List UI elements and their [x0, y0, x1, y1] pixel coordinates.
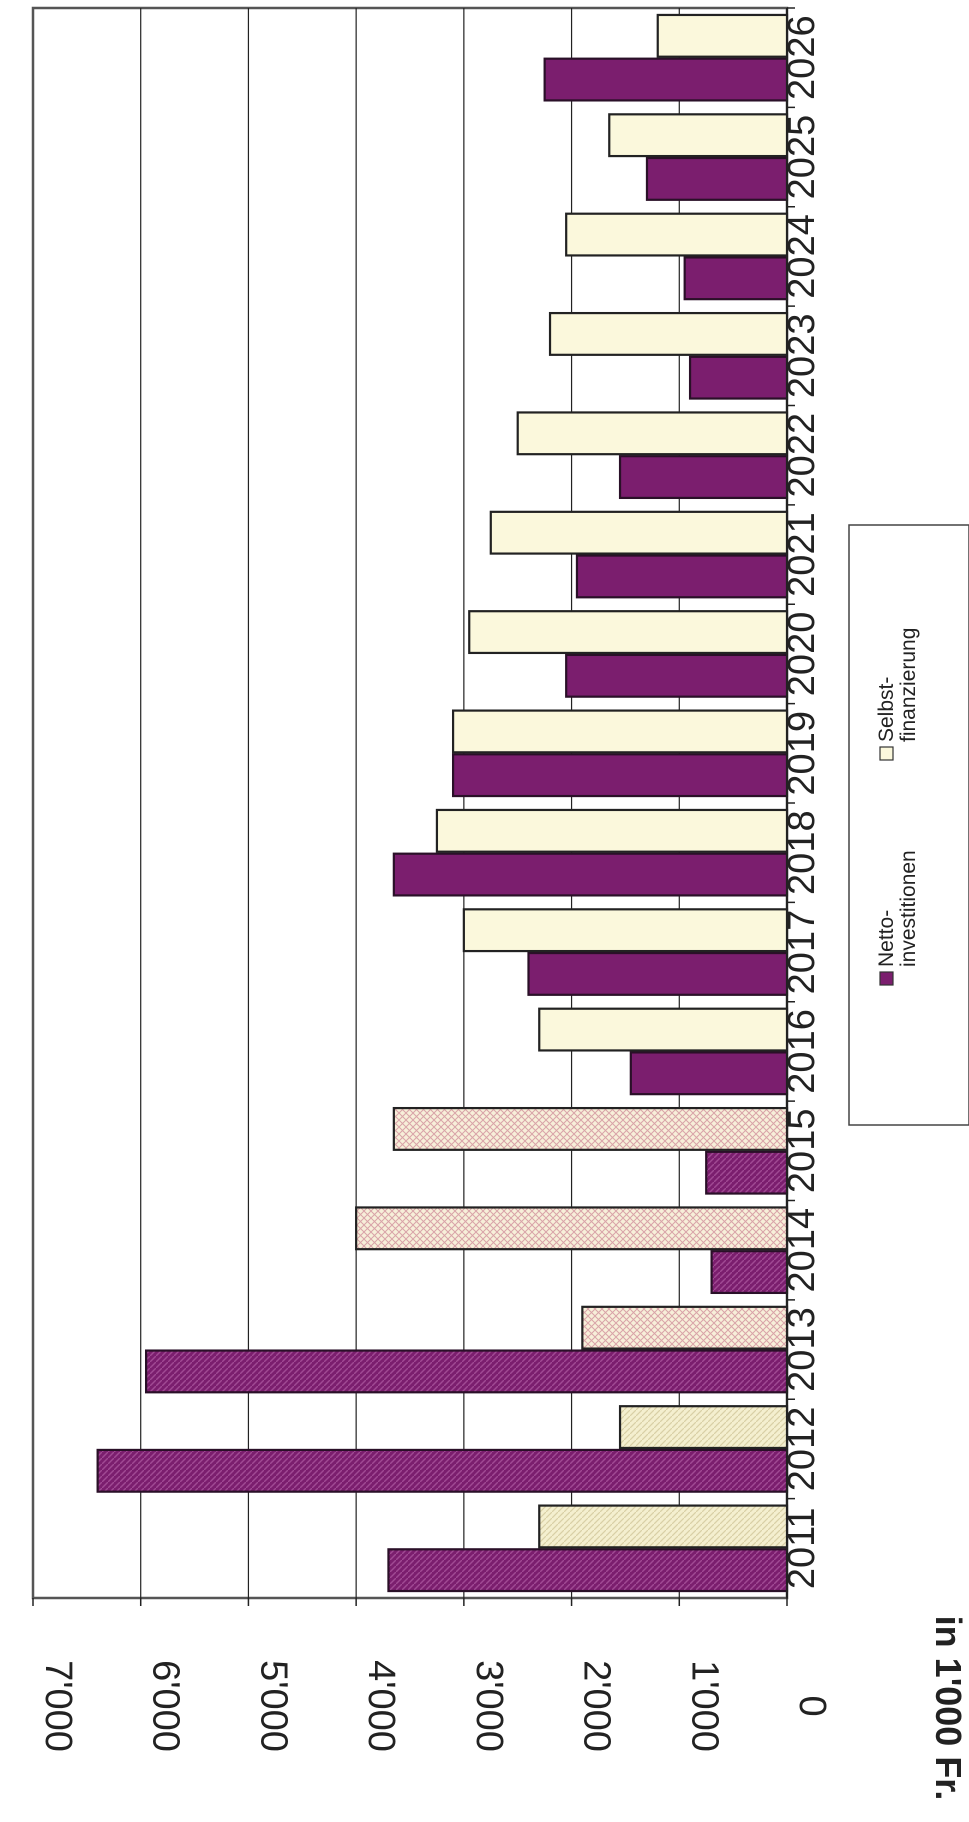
bar-selbst-2018	[435, 808, 789, 853]
bar-netto-2015	[705, 1150, 789, 1195]
bar-netto-2026	[543, 57, 789, 102]
bar-selbst-2014	[355, 1206, 789, 1251]
value-tick-label: 5'000	[252, 1660, 294, 1752]
value-axis-title: in 1'000 Fr.	[928, 1616, 969, 1801]
bar-selbst-2023	[548, 311, 789, 356]
category-label-2023: 2023	[781, 314, 823, 399]
bar-netto-2014	[710, 1250, 789, 1295]
legend-label-selbst: Selbst- finanzierung	[875, 628, 920, 742]
bar-netto-2012	[96, 1448, 789, 1493]
bar-selbst-2012	[618, 1405, 789, 1450]
bar-netto-2013	[145, 1349, 789, 1394]
bar-netto-2020	[565, 653, 789, 698]
category-label-2022: 2022	[781, 413, 823, 498]
category-label-2015: 2015	[781, 1109, 823, 1194]
category-label-2018: 2018	[781, 810, 823, 895]
axes	[32, 7, 795, 1606]
bar-selbst-2021	[489, 510, 789, 555]
bar-selbst-2025	[608, 113, 789, 158]
bars	[96, 13, 789, 1593]
value-tick-label: 6'000	[145, 1660, 187, 1752]
bar-netto-2021	[575, 554, 789, 599]
value-tick-label: 4'000	[360, 1660, 402, 1752]
value-tick-label: 3'000	[468, 1660, 510, 1752]
category-label-2011: 2011	[781, 1507, 823, 1589]
category-label-2012: 2012	[781, 1407, 823, 1492]
bar-selbst-2015	[392, 1106, 789, 1151]
legend-swatch-selbst	[879, 746, 894, 761]
category-label-2016: 2016	[781, 1009, 823, 1094]
bar-netto-2025	[645, 156, 789, 201]
category-label-2017: 2017	[781, 910, 823, 995]
category-label-2024: 2024	[781, 214, 823, 299]
legend: Netto- investitionen Selbst- finanzierun…	[848, 524, 969, 1126]
category-label-2014: 2014	[781, 1208, 823, 1293]
category-label-2020: 2020	[781, 612, 823, 697]
bar-netto-2024	[683, 256, 789, 301]
legend-label-netto: Netto- investitionen	[875, 850, 920, 967]
legend-swatch-netto	[879, 971, 894, 986]
bar-selbst-2011	[538, 1504, 789, 1549]
bar-selbst-2019	[451, 709, 789, 754]
bar-netto-2022	[618, 455, 789, 500]
category-label-2019: 2019	[781, 711, 823, 796]
labels: 0 1'000 2'000 3'000 4'000 5'000 6'000 7'000 2011…	[37, 15, 833, 1751]
bar-netto-2016	[629, 1051, 789, 1096]
bar-netto-2011	[387, 1548, 789, 1593]
bar-netto-2019	[451, 753, 789, 798]
category-label-2025: 2025	[781, 115, 823, 200]
category-label-2026: 2026	[781, 15, 823, 100]
bar-selbst-2022	[516, 411, 789, 456]
category-label-2013: 2013	[781, 1307, 823, 1392]
category-label-2021: 2021	[781, 512, 823, 597]
bar-netto-2018	[392, 852, 789, 897]
bar-selbst-2026	[656, 13, 789, 58]
bar-netto-2023	[688, 355, 789, 400]
bar-netto-2017	[527, 951, 789, 996]
bar-selbst-2017	[462, 908, 789, 953]
bar-selbst-2013	[581, 1305, 789, 1350]
value-tick-label: 7'000	[37, 1660, 79, 1752]
bar-selbst-2024	[565, 212, 789, 257]
bar-selbst-2020	[468, 610, 789, 655]
value-tick-label: 2'000	[576, 1660, 618, 1752]
bar-selbst-2016	[538, 1007, 789, 1052]
legend-box	[848, 524, 969, 1126]
value-tick-label: 1'000	[683, 1660, 725, 1752]
value-tick-label: 0	[791, 1695, 833, 1716]
